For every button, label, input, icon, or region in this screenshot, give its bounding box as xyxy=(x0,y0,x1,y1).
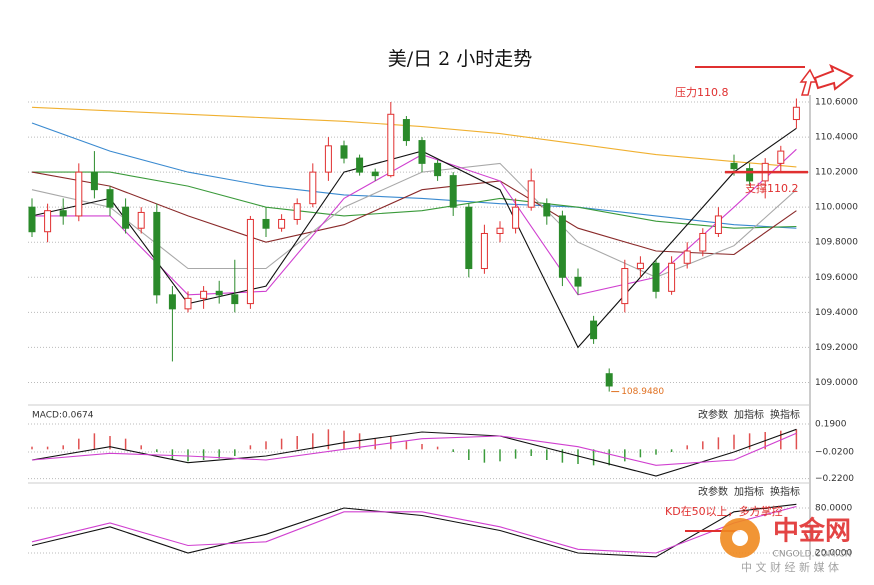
line-series xyxy=(31,122,797,229)
toolbar-button: 加指标 xyxy=(734,408,764,421)
toolbar-button: 换指标 xyxy=(770,485,800,498)
line-series xyxy=(32,171,797,229)
candle-body xyxy=(777,150,785,164)
candle-body xyxy=(636,262,644,270)
candle-body xyxy=(434,162,442,177)
line-series xyxy=(31,428,797,477)
toolbar-button: 改参数 xyxy=(698,408,728,421)
toolbar-button: 加指标 xyxy=(734,485,764,498)
y-tick-label: 0.1900 xyxy=(815,420,847,430)
support-label: 支撑110.2 xyxy=(745,181,799,195)
line-series xyxy=(31,505,797,554)
line-series xyxy=(32,148,797,296)
candle-body xyxy=(465,206,473,270)
candle-body xyxy=(122,206,130,229)
candle-body xyxy=(652,262,660,292)
candle-body xyxy=(590,320,598,340)
watermark-domain: CNGOLD.COM.CN xyxy=(773,550,852,560)
candle-body xyxy=(699,232,707,252)
candle-body xyxy=(730,162,738,170)
candle-body xyxy=(324,145,332,173)
candle-body xyxy=(200,290,208,299)
toolbar-button: 改参数 xyxy=(698,485,728,498)
candle-body xyxy=(28,206,36,233)
candle-body xyxy=(543,203,551,217)
candle-body xyxy=(215,290,223,296)
candle-body xyxy=(153,211,161,296)
watermark: 中金网 CNGOLD.COM.CN 中 文 财 经 新 媒 体 xyxy=(720,516,852,574)
candle-body xyxy=(137,211,145,229)
line-series xyxy=(31,432,797,466)
candle-body xyxy=(371,171,379,177)
chart-title: 美/日 2 小时走势 xyxy=(388,48,533,70)
candle-body xyxy=(168,294,176,310)
y-tick-label: 110.6000 xyxy=(815,98,858,108)
candle-body xyxy=(387,113,395,177)
candle-body xyxy=(59,210,67,217)
line-series xyxy=(31,106,797,168)
y-tick-label: 109.2000 xyxy=(815,343,858,353)
resistance-label: 压力110.8 xyxy=(675,86,729,99)
candle-body xyxy=(512,206,520,229)
candle-body xyxy=(683,250,691,264)
candle-body xyxy=(44,210,52,233)
y-tick-label: −0.2200 xyxy=(815,474,854,484)
kd-annotation: KD在50以上，多方掌控 xyxy=(665,504,783,518)
candle-body xyxy=(356,157,364,173)
candle-body xyxy=(106,189,114,208)
candle-body xyxy=(184,297,192,310)
candle-body xyxy=(231,294,239,305)
line-series xyxy=(31,162,797,278)
candle-body xyxy=(714,215,722,234)
macd-label: MACD:0.0674 xyxy=(32,411,94,421)
candle-body xyxy=(278,218,286,229)
watermark-name: 中金网 xyxy=(773,516,851,547)
toolbar-button: 换指标 xyxy=(770,408,800,421)
candle-body xyxy=(668,262,676,292)
candle-body xyxy=(340,145,348,159)
candle-body xyxy=(309,171,317,205)
watermark-slogan: 中 文 财 经 新 媒 体 xyxy=(741,560,839,574)
candle-body xyxy=(496,227,504,234)
y-tick-label: 20.0000 xyxy=(815,549,852,559)
y-tick-label: 110.0000 xyxy=(815,203,858,213)
arrow-icon xyxy=(813,63,854,91)
arrow-icon xyxy=(799,68,818,96)
candle-body xyxy=(246,218,254,305)
y-tick-label: 109.8000 xyxy=(815,238,858,248)
low-label: 108.9480 xyxy=(621,387,664,397)
candle-body xyxy=(605,373,613,387)
candle-body xyxy=(402,119,410,142)
candle-body xyxy=(621,268,629,305)
candle-body xyxy=(792,106,800,121)
candle-body xyxy=(558,215,566,278)
candle-body xyxy=(90,171,98,191)
candle-body xyxy=(527,180,535,208)
line-series xyxy=(31,171,797,256)
y-tick-label: 109.6000 xyxy=(815,273,858,283)
candle-body xyxy=(293,203,301,220)
y-tick-label: −0.0200 xyxy=(815,448,854,458)
candle-body xyxy=(746,168,754,182)
y-tick-label: 80.0000 xyxy=(815,504,852,514)
y-tick-label: 109.4000 xyxy=(815,308,858,318)
candle-body xyxy=(262,218,270,229)
candle-body xyxy=(418,140,426,164)
logo xyxy=(732,530,748,546)
candle-body xyxy=(574,276,582,287)
candle-body xyxy=(75,171,83,217)
line-series xyxy=(31,503,797,558)
y-tick-label: 110.4000 xyxy=(815,133,858,143)
y-tick-label: 109.0000 xyxy=(815,378,858,388)
candle-body xyxy=(480,232,488,270)
y-tick-label: 110.2000 xyxy=(815,168,858,178)
candle-body xyxy=(449,175,457,208)
